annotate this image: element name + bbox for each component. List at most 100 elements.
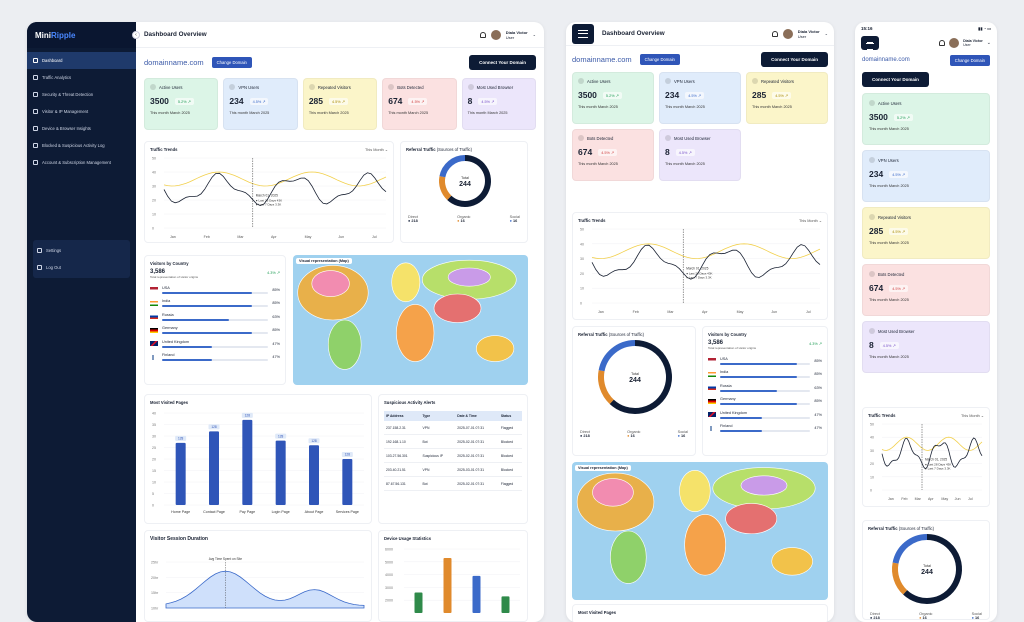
table-row[interactable]: 192.168.1.10 Bot 2025-02-01 07:31 Blocked (384, 434, 522, 449)
traffic-trends-panel: Traffic Trends This Month ⌄ 50 40 30 20 10 0 Ja… (572, 212, 828, 320)
sidebar-item-settings[interactable]: Settings (33, 242, 130, 259)
pages-chart: 40 35 30 25 20 15 10 5 0 128 Home Page 128 Contact P… (152, 412, 364, 514)
x-tick: Jun (955, 497, 961, 501)
y-tick: 10 (152, 213, 156, 217)
x-tick: Mar (237, 235, 244, 239)
table-row[interactable]: 87.67.56.131 Bot 2025-02-01 07:31 Flagged (384, 476, 522, 491)
chevron-down-icon[interactable]: ⌄ (986, 40, 991, 46)
stat-card: Active Users 3500 5.2% ↗ This month March 2… (144, 78, 219, 130)
domain-row: domainname.com Change Domain Connect Your… (144, 48, 536, 76)
stat-icon (308, 84, 315, 90)
period-select[interactable]: This Month ⌄ (364, 148, 388, 152)
x-tick: Feb (901, 497, 907, 501)
tooltip-b: ● Last 7 Days 3.3K (925, 466, 951, 470)
traffic-chart: 50 40 30 20 10 0 Jan Feb Mar Apr May Jun Jul March 01… (152, 157, 387, 239)
sidebar-item-account-subscription-management[interactable]: Account & Subscription Management (27, 154, 136, 171)
y-tick: 15 (152, 469, 156, 473)
logo: Mini Ripple (27, 22, 136, 48)
trend-badge: 4.5% ↗ (478, 97, 498, 105)
change-domain-button[interactable]: Change Domain (949, 54, 990, 66)
series-last-28-days (591, 244, 821, 280)
flag-icon (150, 327, 158, 333)
continent-shape (684, 514, 726, 576)
stat-cards: Active Users 3500 5.2% ↗ This month March 2… (144, 78, 537, 130)
connect-domain-button[interactable]: Connect Your Domain (469, 54, 536, 70)
connect-domain-button[interactable]: Connect Your Domain (862, 72, 929, 87)
x-tick: Login Page (272, 510, 290, 514)
donut-slice-direct (903, 534, 962, 604)
tooltip-a: ● Last 28 Days 43K (925, 462, 951, 466)
sidebar-item-device-browser-insights[interactable]: Device & Browser Insights (27, 120, 136, 137)
country-bar (162, 305, 269, 308)
y-tick: 35 (152, 423, 156, 427)
traffic-chart: 50 40 30 20 10 0 Jan Feb Mar Apr May Jun Jul March 01… (580, 228, 821, 314)
sidebar-item-security-threat-detection[interactable]: Security & Threat Detection (27, 86, 136, 103)
table-row[interactable]: 203.40.21.51 VPN 2025-03-01 07:31 Blocked (384, 462, 522, 477)
tablet-frame: Dashboard Overview Diala Victor User ⌄ do… (566, 22, 834, 622)
bell-icon[interactable] (939, 40, 946, 46)
sidebar-collapse-button[interactable]: ‹ (132, 31, 140, 39)
stat-card: VPN Users 234 4.5% ↗ This month March 2025 (659, 72, 741, 124)
y-tick: 50 (580, 228, 584, 232)
y-tick: 3000 (385, 586, 393, 590)
country-row: India 85% (150, 297, 280, 311)
user-menu[interactable]: Diala Victor User ⌄ (479, 29, 536, 40)
nav-icon (33, 160, 38, 165)
mobile-frame: 15:16 ▮▮ ◔ ▭ Diala Victor User ⌄ domainnam… (855, 22, 997, 622)
change-domain-button[interactable]: Change Domain (211, 56, 252, 68)
donut-total-label: Total (923, 564, 931, 568)
y-tick: 30 (152, 185, 156, 189)
bar-label: 128 (178, 437, 184, 441)
change-domain-button[interactable]: Change Domain (639, 53, 680, 65)
x-tick: Contact Page (203, 510, 225, 514)
session-chart: 25hr 20hr 15hr 10hr Avg Time Spent on Site (151, 557, 365, 611)
world-map[interactable]: Visual representation (Map) (572, 462, 828, 600)
donut-slice-social (598, 340, 636, 372)
country-bar (162, 359, 269, 362)
donut-slice-direct (609, 340, 672, 414)
y-tick: 10 (580, 287, 584, 291)
table-row[interactable]: 237.158.2.31 VPN 2025-07-01 07:31 Flagged (384, 421, 522, 435)
connect-domain-button[interactable]: Connect Your Domain (761, 51, 828, 67)
bell-icon[interactable] (771, 30, 778, 37)
y-tick: 25 (152, 446, 156, 450)
user-menu[interactable]: Diala Victor User ⌄ (771, 28, 828, 39)
sidebar-item-visitor-ip-management[interactable]: Visitor & IP Management (27, 103, 136, 120)
stat-card: Most Used Browser 8 4.5% ↗ This month March… (862, 321, 990, 373)
x-tick: Apr (702, 310, 708, 314)
chevron-down-icon[interactable]: ⌄ (824, 31, 828, 36)
legend-organic: Organic ● 16 (457, 215, 471, 223)
y-tick: 20 (580, 272, 584, 276)
sidebar-item-dashboard[interactable]: Dashboard (27, 52, 136, 69)
flag-icon (150, 314, 158, 320)
sidebar-item-log-out[interactable]: Log Out (33, 259, 130, 276)
table-row[interactable]: 103.27.56.301 Suspicious IP 2025-02-01 07:… (384, 448, 522, 463)
y-tick: 4000 (385, 573, 393, 577)
x-tick: Jun (338, 235, 344, 239)
sidebar-item-traffic-analytics[interactable]: Traffic Analytics (27, 69, 136, 86)
chevron-down-icon[interactable]: ⌄ (532, 32, 536, 37)
flag-icon (150, 300, 158, 306)
country-bar (162, 345, 269, 348)
country-row: USA 85% (708, 354, 822, 368)
y-tick: 10 (152, 481, 156, 485)
sidebar-item-blocked-suspicious-activity-log[interactable]: Blocked & Suspicious Activity Log (27, 137, 136, 154)
menu-icon[interactable] (861, 36, 879, 51)
y-tick: 40 (580, 242, 584, 246)
avatar (782, 28, 793, 39)
x-tick: May (737, 310, 744, 314)
sidebar: Mini Ripple ‹ Dashboard Traffic Analytics S… (27, 22, 140, 622)
trend-badge: 4.5% ↗ (889, 170, 909, 178)
main-content: Dashboard Overview Diala Victor User ⌄ do… (136, 22, 544, 622)
status-bar: 15:16 ▮▮ ◔ ▭ (861, 25, 991, 31)
country-row: USA 85% (150, 283, 280, 297)
referral-panel: Referral Traffic (Sources of Traffic) To… (400, 141, 528, 243)
menu-icon[interactable] (572, 23, 594, 44)
trend-badge: 4.5% ↗ (675, 148, 695, 156)
bell-icon[interactable] (479, 31, 486, 38)
world-map[interactable]: Visual representation (Map) (293, 255, 528, 385)
x-tick: Jan (170, 235, 176, 239)
device-bar (501, 596, 510, 613)
bar-label-bg (241, 412, 253, 418)
visitors-panel: Visitors by Country 3,586 4.3% ↗ Total r… (144, 255, 286, 385)
